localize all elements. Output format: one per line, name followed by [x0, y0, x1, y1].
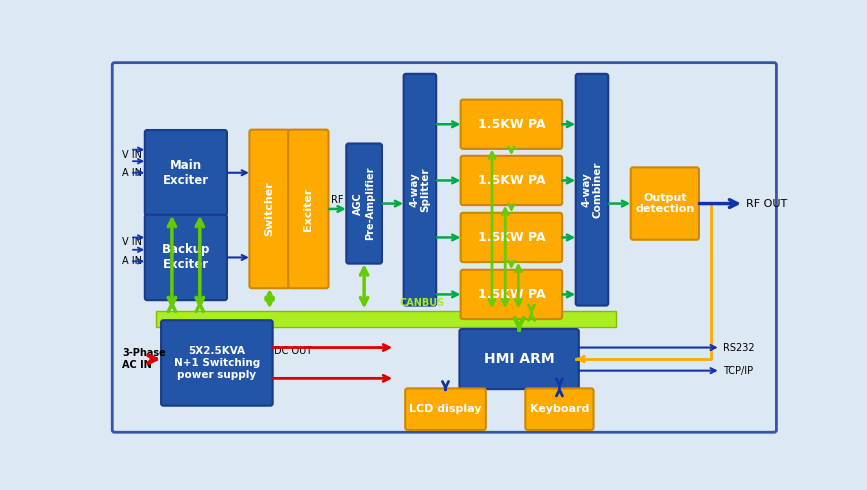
Text: 4-way
Combiner: 4-way Combiner	[581, 161, 603, 218]
Text: 1.5KW PA: 1.5KW PA	[478, 288, 545, 301]
Text: 1.5KW PA: 1.5KW PA	[478, 231, 545, 244]
FancyBboxPatch shape	[460, 270, 562, 319]
Text: AGC
Pre-Amplifier: AGC Pre-Amplifier	[354, 167, 375, 240]
Text: 1.5KW PA: 1.5KW PA	[478, 118, 545, 131]
FancyBboxPatch shape	[145, 130, 227, 216]
FancyBboxPatch shape	[346, 144, 382, 264]
Text: Output
detection: Output detection	[636, 193, 694, 214]
Text: RF OUT: RF OUT	[746, 198, 787, 209]
FancyBboxPatch shape	[405, 389, 486, 430]
FancyBboxPatch shape	[460, 329, 579, 389]
FancyBboxPatch shape	[145, 215, 227, 300]
Text: V IN: V IN	[122, 237, 142, 247]
Text: 1.5KW PA: 1.5KW PA	[478, 174, 545, 187]
Text: A IN: A IN	[122, 168, 142, 178]
FancyBboxPatch shape	[161, 320, 273, 406]
Text: RF: RF	[330, 195, 343, 205]
Text: DC OUT: DC OUT	[274, 346, 312, 356]
Text: 5X2.5KVA
N+1 Switching
power supply: 5X2.5KVA N+1 Switching power supply	[173, 346, 260, 380]
Text: LCD display: LCD display	[409, 404, 482, 414]
Text: 3-Phase
AC IN: 3-Phase AC IN	[122, 348, 166, 370]
Text: TCP/IP: TCP/IP	[723, 366, 753, 376]
FancyBboxPatch shape	[460, 156, 562, 205]
FancyBboxPatch shape	[404, 74, 436, 306]
Text: RS232: RS232	[723, 343, 754, 352]
FancyBboxPatch shape	[576, 74, 609, 306]
FancyBboxPatch shape	[250, 130, 290, 288]
Text: A IN: A IN	[122, 256, 142, 266]
Text: Exciter: Exciter	[303, 187, 313, 231]
FancyBboxPatch shape	[525, 389, 594, 430]
Text: Switcher: Switcher	[264, 182, 275, 236]
Text: CANBUS: CANBUS	[400, 298, 445, 308]
Text: Backup
Exciter: Backup Exciter	[161, 244, 210, 271]
FancyBboxPatch shape	[460, 213, 562, 262]
FancyBboxPatch shape	[630, 168, 699, 240]
Text: Main
Exciter: Main Exciter	[163, 159, 209, 187]
Text: Keyboard: Keyboard	[530, 404, 589, 414]
Bar	[156, 311, 616, 327]
Text: HMI ARM: HMI ARM	[484, 352, 554, 366]
Text: V IN: V IN	[122, 150, 142, 160]
FancyBboxPatch shape	[460, 99, 562, 149]
FancyBboxPatch shape	[288, 130, 329, 288]
Text: 4-way
Splitter: 4-way Splitter	[409, 168, 431, 212]
